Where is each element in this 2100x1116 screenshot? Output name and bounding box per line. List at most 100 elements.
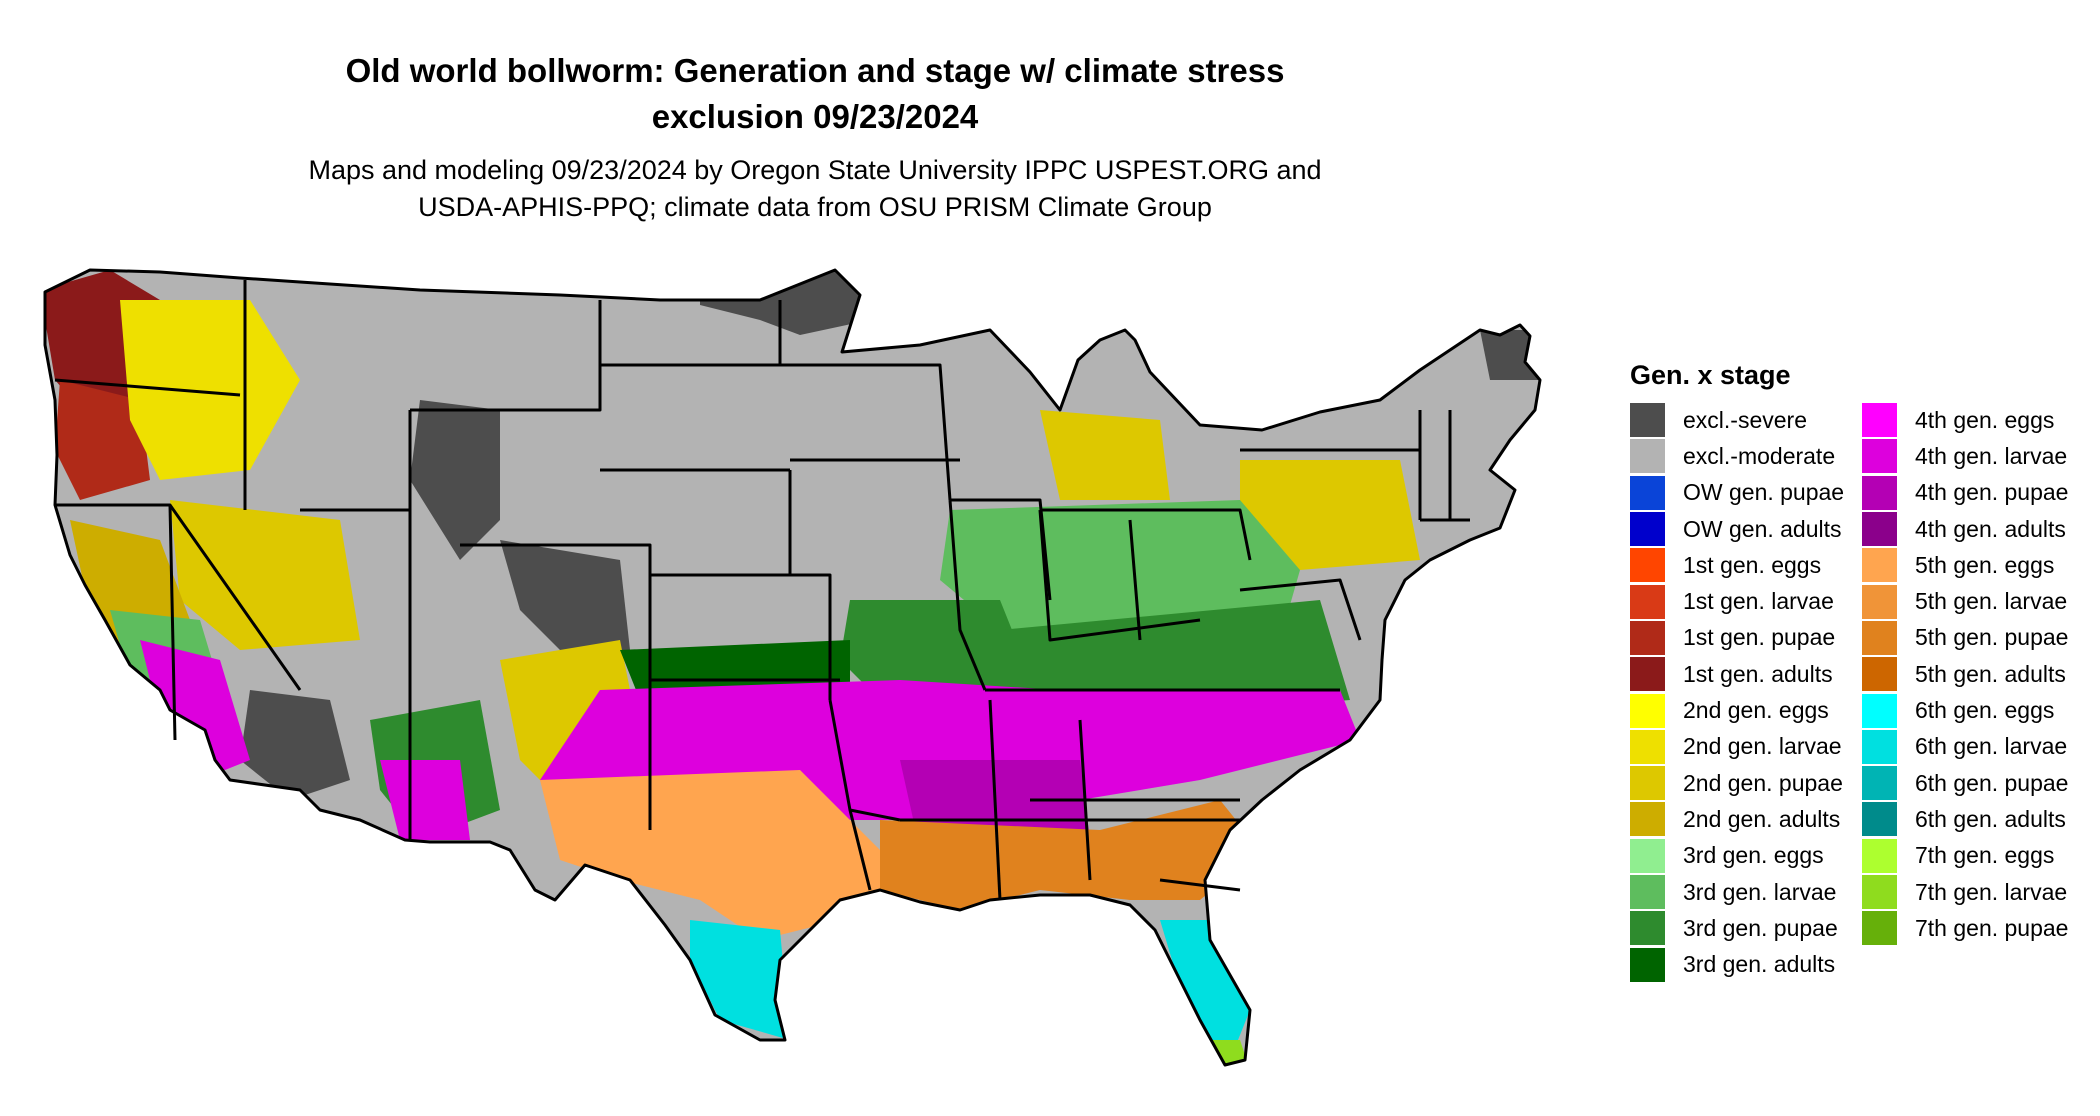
legend-swatch [1862,911,1897,946]
legend-label: 1st gen. larvae [1683,588,1834,615]
region-2nd-gen-pupae-michigan [1040,410,1170,500]
legend-swatch [1862,475,1897,510]
legend-swatch [1630,911,1665,946]
region-1st-gen-pupae [55,380,150,500]
legend-item: 7th gen. eggs [1862,838,2068,874]
region-2nd-gen-pupae-great-basin [170,500,360,650]
legend-item: 5th gen. larvae [1862,583,2068,619]
legend-item: 2nd gen. eggs [1630,692,1844,728]
legend-label: OW gen. adults [1683,515,1842,542]
legend-swatch [1630,512,1665,547]
legend-label: 6th gen. larvae [1915,733,2068,760]
legend-swatch [1630,947,1665,982]
legend-swatch [1630,584,1665,619]
legend-swatch [1862,403,1897,438]
legend-swatch [1862,657,1897,692]
legend-label: 4th gen. pupae [1915,479,2069,506]
legend-item: OW gen. pupae [1630,475,1844,511]
state-borders [43,268,1542,1067]
legend-swatch [1862,439,1897,474]
map-subtitle: Maps and modeling 09/23/2024 by Oregon S… [220,152,1410,226]
us-phenology-map [43,268,1542,1067]
legend-label: 2nd gen. pupae [1683,769,1843,796]
legend-swatch [1630,620,1665,655]
legend-item: excl.-moderate [1630,438,1844,474]
map-title: Old world bollworm: Generation and stage… [220,48,1410,140]
legend-item: 7th gen. pupae [1862,910,2068,946]
title-line-2: exclusion 09/23/2024 [651,98,979,135]
legend-swatch [1630,802,1665,837]
legend-label: 1st gen. adults [1683,660,1833,687]
legend-item: 5th gen. eggs [1862,547,2068,583]
legend-item: 5th gen. adults [1862,656,2068,692]
legend-swatch [1862,838,1897,873]
legend-item: 4th gen. eggs [1862,402,2068,438]
legend-label: 6th gen. pupae [1915,769,2069,796]
legend-label: 3rd gen. larvae [1683,878,1837,905]
region-excl-severe-maine [1480,330,1540,380]
legend-label: excl.-moderate [1683,442,1836,469]
legend-label: 4th gen. larvae [1915,442,2068,469]
legend-label: 4th gen. eggs [1915,406,2055,433]
region-excl-severe-southwest [240,690,350,800]
legend-swatch [1630,439,1665,474]
legend-column-2: 4th gen. eggs 4th gen. larvae 4th gen. pup… [1862,402,2068,946]
legend-item: 3rd gen. pupae [1630,910,1844,946]
legend-swatch [1862,548,1897,583]
legend-swatch [1630,657,1665,692]
stage-regions [45,270,1540,1065]
legend-label: 7th gen. larvae [1915,878,2068,905]
region-6th-gen-larvae-south-texas [690,920,790,1040]
legend-item: 2nd gen. pupae [1630,765,1844,801]
legend-title: Gen. x stage [1630,360,1791,390]
legend-swatch [1862,693,1897,728]
legend-swatch [1630,838,1665,873]
legend-item: 2nd gen. adults [1630,801,1844,837]
legend-label: 2nd gen. eggs [1683,697,1829,724]
legend-swatch [1862,729,1897,764]
legend-swatch [1862,584,1897,619]
legend-item: 2nd gen. larvae [1630,729,1844,765]
legend-item: 7th gen. larvae [1862,874,2068,910]
legend-label: 2nd gen. adults [1683,805,1841,832]
legend-label: 6th gen. eggs [1915,697,2055,724]
legend-swatch [1862,875,1897,909]
legend-item: 4th gen. adults [1862,511,2068,547]
us-outline [43,268,1542,1067]
legend-swatch [1630,403,1665,438]
legend-item: 4th gen. larvae [1862,438,2068,474]
legend-item: 4th gen. pupae [1862,475,2068,511]
subtitle-line-2: USDA-APHIS-PPQ; climate data from OSU PR… [418,192,1212,222]
legend-swatch [1630,729,1665,764]
legend-label: 1st gen. eggs [1683,551,1822,578]
legend-item: 3rd gen. eggs [1630,838,1844,874]
legend-label: 2nd gen. larvae [1683,733,1842,760]
region-excl-severe-colorado [500,540,630,650]
region-4th-gen-larvae-arizona [380,760,470,840]
legend-label: 5th gen. pupae [1915,624,2069,651]
legend-item: 1st gen. adults [1630,656,1844,692]
legend-label: 3rd gen. pupae [1683,914,1838,941]
legend-label: 5th gen. adults [1915,660,2066,687]
legend-item: 6th gen. adults [1862,801,2068,837]
legend-label: 5th gen. larvae [1915,588,2068,615]
legend-swatch [1630,548,1665,583]
legend-label: 1st gen. pupae [1683,624,1836,651]
title-line-1: Old world bollworm: Generation and stage… [345,52,1285,89]
legend-label: 4th gen. adults [1915,515,2066,542]
legend-item: excl.-severe [1630,402,1844,438]
region-4th-gen-larvae-california [140,640,250,780]
legend-label: 7th gen. eggs [1915,842,2055,869]
legend-item: 1st gen. pupae [1630,620,1844,656]
legend-swatch [1630,475,1665,510]
legend-item: 5th gen. pupae [1862,620,2068,656]
region-6th-gen-larvae-florida [1160,920,1250,1060]
legend-label: 5th gen. eggs [1915,551,2055,578]
legend-swatch [1862,766,1897,801]
legend-item: 6th gen. pupae [1862,765,2068,801]
legend-swatch [1630,766,1665,801]
legend-swatch [1630,693,1665,728]
legend-column-1: excl.-severe excl.-moderate OW gen. pupae O… [1630,402,1844,983]
region-3rd-gen-larvae-ohio-valley [940,500,1300,640]
legend-item: 1st gen. larvae [1630,583,1844,619]
